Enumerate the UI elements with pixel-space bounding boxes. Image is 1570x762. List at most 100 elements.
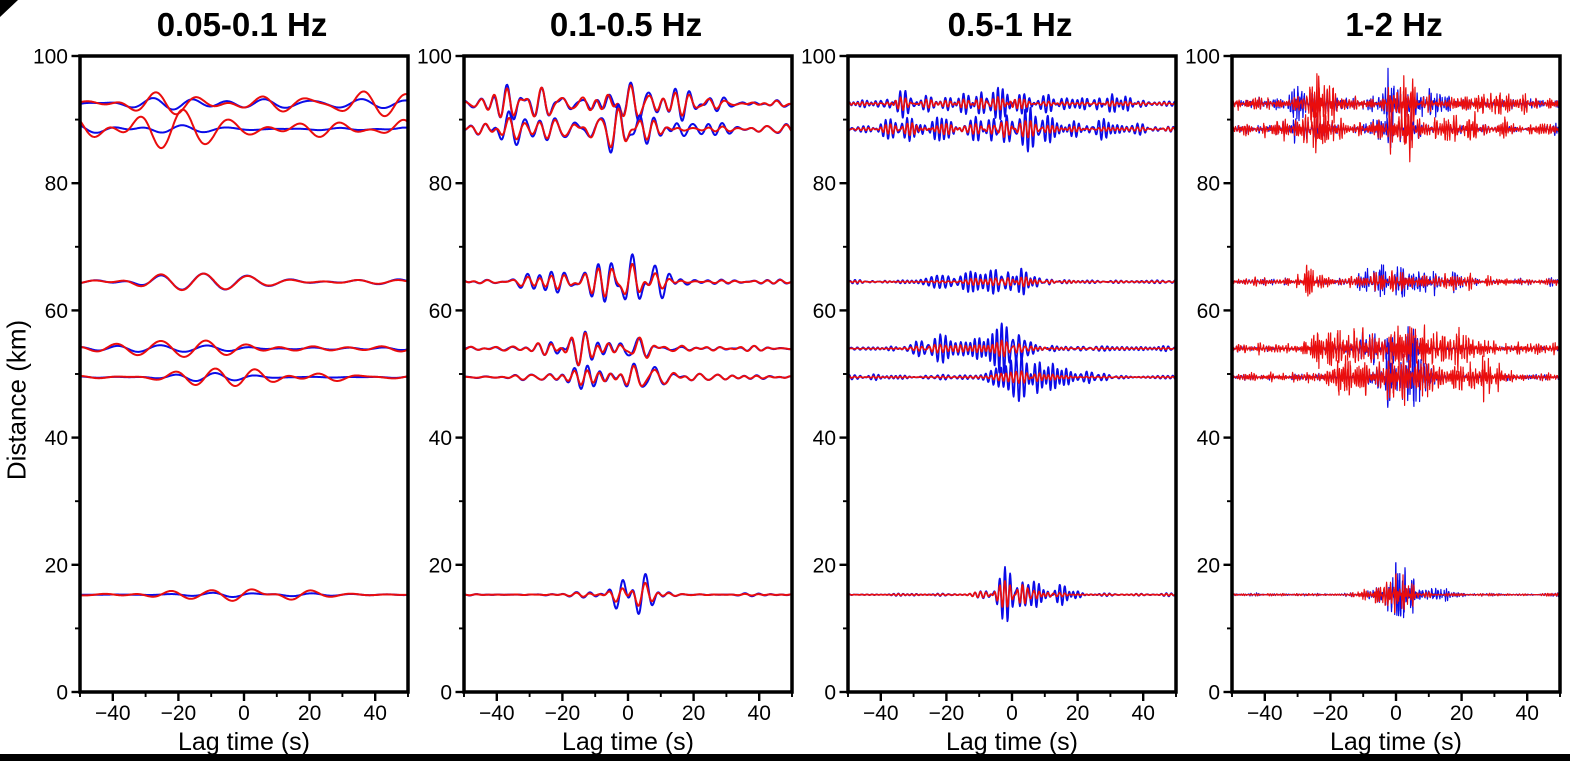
plot-frame bbox=[78, 54, 410, 694]
y-tick-label: 40 bbox=[1197, 427, 1220, 450]
trace-red-15.3km bbox=[1232, 573, 1560, 614]
x-tick-label: 40 bbox=[1516, 702, 1539, 725]
x-tick-label: 20 bbox=[682, 702, 705, 725]
trace-red-49.5km bbox=[80, 367, 408, 387]
trace-red-64.5km bbox=[80, 272, 408, 292]
trace-red-92.5km bbox=[1232, 73, 1560, 145]
trace-red-54km bbox=[1232, 324, 1560, 380]
y-tick-label: 0 bbox=[824, 682, 836, 705]
plot-frame bbox=[846, 54, 1178, 694]
y-axis-title-column: Distance (km) bbox=[1, 0, 32, 710]
panel-group-0.5-1-hz: 0.5-1 Hz 0 20 40 60 80 100 −40 −20 0 20 40 Lag time … bbox=[798, 0, 1182, 762]
trace-layer bbox=[1232, 67, 1560, 619]
x-tick-label: 20 bbox=[298, 702, 321, 725]
trace-red-54km bbox=[80, 339, 408, 358]
y-tick-label: 80 bbox=[429, 173, 452, 196]
x-tick-label: 40 bbox=[1132, 702, 1155, 725]
panel: 0.5-1 Hz 0 20 40 60 80 100 −40 −20 0 20 40 Lag time … bbox=[801, 0, 1182, 762]
trace-red-49.5km bbox=[1232, 353, 1560, 406]
y-tick-label: 100 bbox=[801, 46, 836, 69]
y-tick-label: 60 bbox=[813, 300, 836, 323]
x-tick-label: 0 bbox=[622, 702, 634, 725]
x-tick-label: −20 bbox=[1313, 702, 1349, 725]
trace-red-88.5km bbox=[848, 120, 1176, 139]
trace-blue-49.5km bbox=[848, 353, 1176, 403]
trace-red-92.5km bbox=[464, 84, 792, 119]
corner-crop-mark bbox=[0, 0, 18, 17]
trace-red-88.5km bbox=[80, 108, 408, 150]
waveform-plot: 0 20 40 60 80 100 −40 −20 0 20 40 Lag time (s) bbox=[33, 46, 410, 756]
panel-group-0.05-0.1-hz: Distance (km) 0.05-0.1 Hz 0 20 40 60 80 100 −40 −… bbox=[1, 0, 414, 762]
trace-red-92.5km bbox=[80, 90, 408, 118]
trace-red-54km bbox=[464, 331, 792, 367]
x-tick-label: −40 bbox=[1247, 702, 1283, 725]
panel-title: 1-2 Hz bbox=[1345, 6, 1443, 43]
x-tick-label: −40 bbox=[95, 702, 131, 725]
y-tick-label: 20 bbox=[429, 554, 452, 577]
x-tick-label: −20 bbox=[545, 702, 581, 725]
panel-gap bbox=[414, 0, 454, 762]
trace-red-64.5km bbox=[848, 276, 1176, 288]
trace-blue-88.5km bbox=[848, 106, 1176, 153]
trace-red-64.5km bbox=[464, 263, 792, 298]
panel: 0.1-0.5 Hz 0 20 40 60 80 100 −40 −20 0 20 40 Lag tim… bbox=[417, 0, 798, 762]
panel-title: 0.05-0.1 Hz bbox=[156, 6, 328, 43]
trace-red-15.3km bbox=[464, 581, 792, 607]
y-tick-label: 40 bbox=[45, 427, 68, 450]
x-tick-label: 20 bbox=[1450, 702, 1473, 725]
trace-red-88.5km bbox=[464, 107, 792, 149]
panel-gap bbox=[30, 0, 70, 762]
y-tick-label: 100 bbox=[417, 46, 452, 69]
trace-red-49.5km bbox=[848, 370, 1176, 384]
y-tick-label: 80 bbox=[45, 173, 68, 196]
panel: 1-2 Hz 0 20 40 60 80 100 −40 −20 0 20 40 Lag time (s… bbox=[1185, 0, 1566, 762]
x-tick-label: 0 bbox=[238, 702, 250, 725]
y-tick-label: 0 bbox=[56, 682, 68, 705]
panel: 0.05-0.1 Hz 0 20 40 60 80 100 −40 −20 0 20 40 Lag ti… bbox=[33, 0, 414, 762]
plot-frame bbox=[1230, 54, 1562, 694]
y-tick-label: 20 bbox=[45, 554, 68, 577]
trace-layer bbox=[848, 86, 1176, 623]
trace-red-54km bbox=[848, 339, 1176, 358]
x-tick-label: −40 bbox=[479, 702, 515, 725]
trace-blue-92.5km bbox=[1232, 67, 1560, 130]
trace-red-15.3km bbox=[848, 580, 1176, 608]
panel-gap bbox=[798, 0, 838, 762]
trace-red-92.5km bbox=[848, 96, 1176, 112]
x-axis-title: Lag time (s) bbox=[946, 728, 1078, 756]
y-tick-label: 40 bbox=[813, 427, 836, 450]
y-tick-label: 80 bbox=[1197, 173, 1220, 196]
x-tick-label: −40 bbox=[863, 702, 899, 725]
y-tick-label: 20 bbox=[1197, 554, 1220, 577]
x-axis-title: Lag time (s) bbox=[178, 728, 310, 756]
y-tick-label: 20 bbox=[813, 554, 836, 577]
panel-group-0.1-0.5-hz: 0.1-0.5 Hz 0 20 40 60 80 100 −40 −20 0 20 40 Lag tim… bbox=[414, 0, 798, 762]
waveform-plot: 0 20 40 60 80 100 −40 −20 0 20 40 Lag time (s) bbox=[417, 46, 794, 756]
y-tick-label: 100 bbox=[33, 46, 68, 69]
y-axis-title: Distance (km) bbox=[1, 319, 32, 481]
x-tick-label: −20 bbox=[161, 702, 197, 725]
x-tick-label: 0 bbox=[1006, 702, 1018, 725]
y-tick-label: 80 bbox=[813, 173, 836, 196]
x-tick-label: 20 bbox=[1066, 702, 1089, 725]
plot-frame bbox=[462, 54, 794, 694]
trace-red-64.5km bbox=[1232, 264, 1560, 297]
x-tick-label: 40 bbox=[748, 702, 771, 725]
x-tick-label: 0 bbox=[1390, 702, 1402, 725]
x-tick-label: 40 bbox=[364, 702, 387, 725]
waveform-plot: 0 20 40 60 80 100 −40 −20 0 20 40 Lag time (s) bbox=[1185, 46, 1562, 756]
panel-title: 0.1-0.5 Hz bbox=[549, 6, 703, 43]
y-tick-label: 60 bbox=[45, 300, 68, 323]
trace-red-49.5km bbox=[464, 364, 792, 388]
trace-red-15.3km bbox=[80, 588, 408, 602]
panel-gap bbox=[1182, 0, 1222, 762]
y-tick-label: 60 bbox=[1197, 300, 1220, 323]
trace-red-88.5km bbox=[1232, 91, 1560, 163]
trace-layer bbox=[464, 81, 792, 615]
y-tick-label: 100 bbox=[1185, 46, 1220, 69]
panel-group-1-2-hz: 1-2 Hz 0 20 40 60 80 100 −40 −20 0 20 40 Lag time (s… bbox=[1182, 0, 1566, 762]
y-tick-label: 0 bbox=[1208, 682, 1220, 705]
x-tick-label: −20 bbox=[929, 702, 965, 725]
x-axis-title: Lag time (s) bbox=[562, 728, 694, 756]
